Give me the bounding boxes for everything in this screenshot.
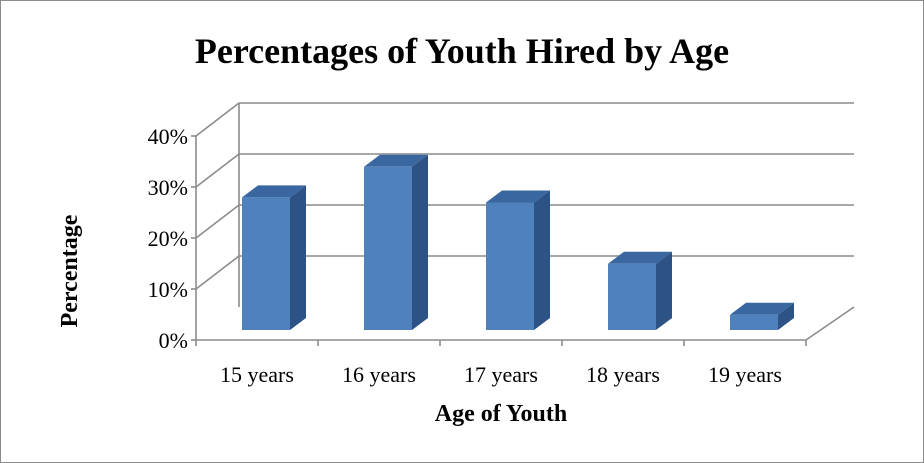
x-tick-label: 19 years	[708, 362, 782, 387]
gridline-wall	[195, 204, 240, 239]
bar-top	[608, 251, 672, 264]
y-tick-label: 0%	[159, 328, 188, 353]
bar-front	[242, 197, 290, 330]
y-tick-label: 30%	[148, 175, 188, 200]
y-axis-title: Percentage	[57, 214, 83, 327]
bar	[608, 251, 672, 330]
floor-edge	[805, 306, 855, 341]
bars	[242, 154, 794, 330]
bar-top	[730, 302, 794, 315]
bar	[242, 185, 306, 330]
gridline-wall	[195, 102, 240, 137]
y-tick-label: 40%	[148, 124, 188, 149]
x-tick-label: 15 years	[220, 362, 294, 387]
bar-top	[364, 154, 428, 167]
x-tick-label: 16 years	[342, 362, 416, 387]
y-tick-labels: 0% 10% 20% 30% 40%	[148, 124, 188, 353]
bar-front	[730, 314, 778, 330]
bar-side	[534, 190, 550, 330]
gridline-wall	[195, 153, 240, 188]
x-tick-label: 18 years	[586, 362, 660, 387]
x-tick-labels: 15 years 16 years 17 years 18 years 19 years	[220, 362, 782, 387]
bar-top	[242, 185, 306, 198]
bar	[486, 190, 550, 330]
bar-top	[486, 190, 550, 203]
y-tick-label: 20%	[148, 226, 188, 251]
y-tick-label: 10%	[148, 277, 188, 302]
bar	[730, 302, 794, 330]
bar	[364, 154, 428, 330]
bar-side	[412, 154, 428, 330]
bar-side	[656, 251, 672, 330]
x-axis-title: Age of Youth	[435, 401, 567, 427]
bar-front	[364, 166, 412, 330]
bar-side	[778, 302, 794, 330]
bar-front	[608, 263, 656, 330]
axes	[191, 103, 855, 346]
bar-side	[290, 185, 306, 330]
chart-title: Percentages of Youth Hired by Age	[195, 31, 729, 71]
bar-front	[486, 202, 534, 330]
gridline-wall	[195, 255, 240, 290]
x-tick-label: 17 years	[464, 362, 538, 387]
